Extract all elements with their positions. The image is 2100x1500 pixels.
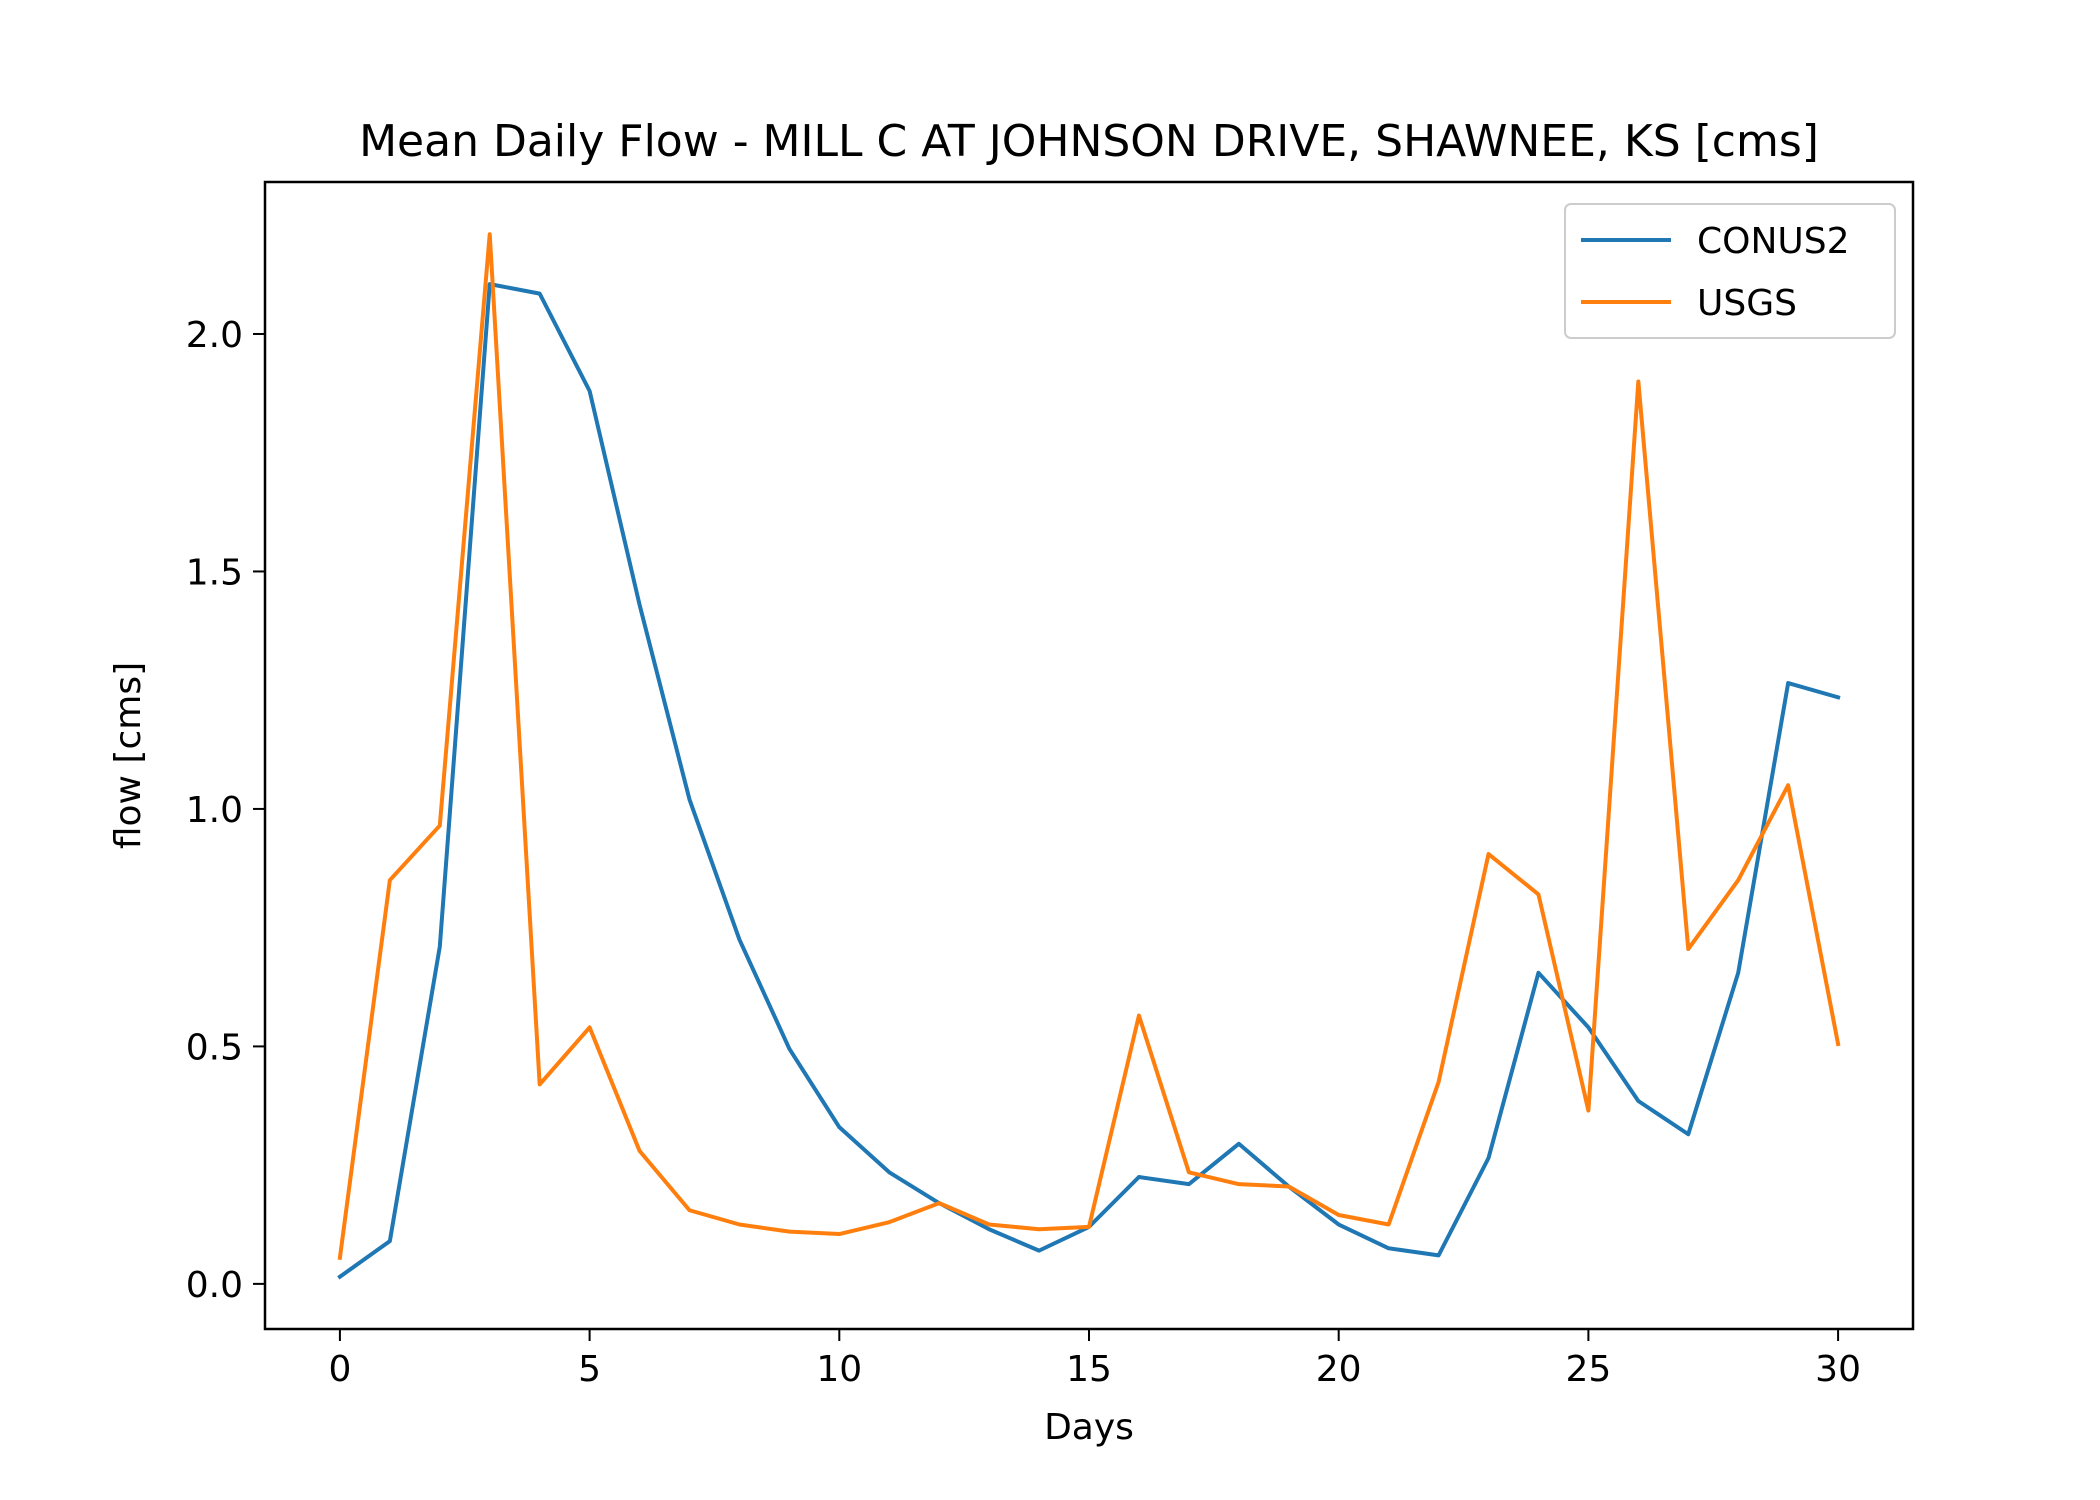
y-tick-label: 0.5 bbox=[186, 1027, 243, 1068]
x-tick-label: 0 bbox=[328, 1349, 351, 1390]
x-tick-label: 30 bbox=[1815, 1349, 1861, 1390]
x-tick-label: 10 bbox=[816, 1349, 862, 1390]
x-tick-label: 5 bbox=[578, 1349, 601, 1390]
x-tick-label: 15 bbox=[1066, 1349, 1112, 1390]
x-axis-ticks: 0 5 10 15 20 25 30 bbox=[328, 1329, 1861, 1390]
y-axis-ticks: 0.0 0.5 1.0 1.5 2.0 bbox=[186, 315, 265, 1306]
legend-box bbox=[1564, 203, 1896, 339]
x-axis-label: Days bbox=[1044, 1407, 1134, 1448]
y-tick-label: 1.5 bbox=[186, 552, 243, 593]
y-tick-label: 0.0 bbox=[186, 1265, 243, 1306]
legend-label-usgs: USGS bbox=[1697, 283, 1797, 324]
x-tick-label: 25 bbox=[1565, 1349, 1611, 1390]
y-axis-label: flow [cms] bbox=[108, 662, 149, 849]
y-tick-label: 1.0 bbox=[186, 790, 243, 831]
x-tick-label: 20 bbox=[1316, 1349, 1362, 1390]
series-layer bbox=[337, 232, 1841, 1280]
legend-label-conus2: CONUS2 bbox=[1697, 221, 1850, 262]
series-line-usgs bbox=[337, 232, 1841, 1261]
legend: CONUS2 USGS bbox=[1564, 203, 1896, 339]
y-tick-label: 2.0 bbox=[186, 315, 243, 356]
chart-title: Mean Daily Flow - MILL C AT JOHNSON DRIV… bbox=[359, 116, 1819, 167]
